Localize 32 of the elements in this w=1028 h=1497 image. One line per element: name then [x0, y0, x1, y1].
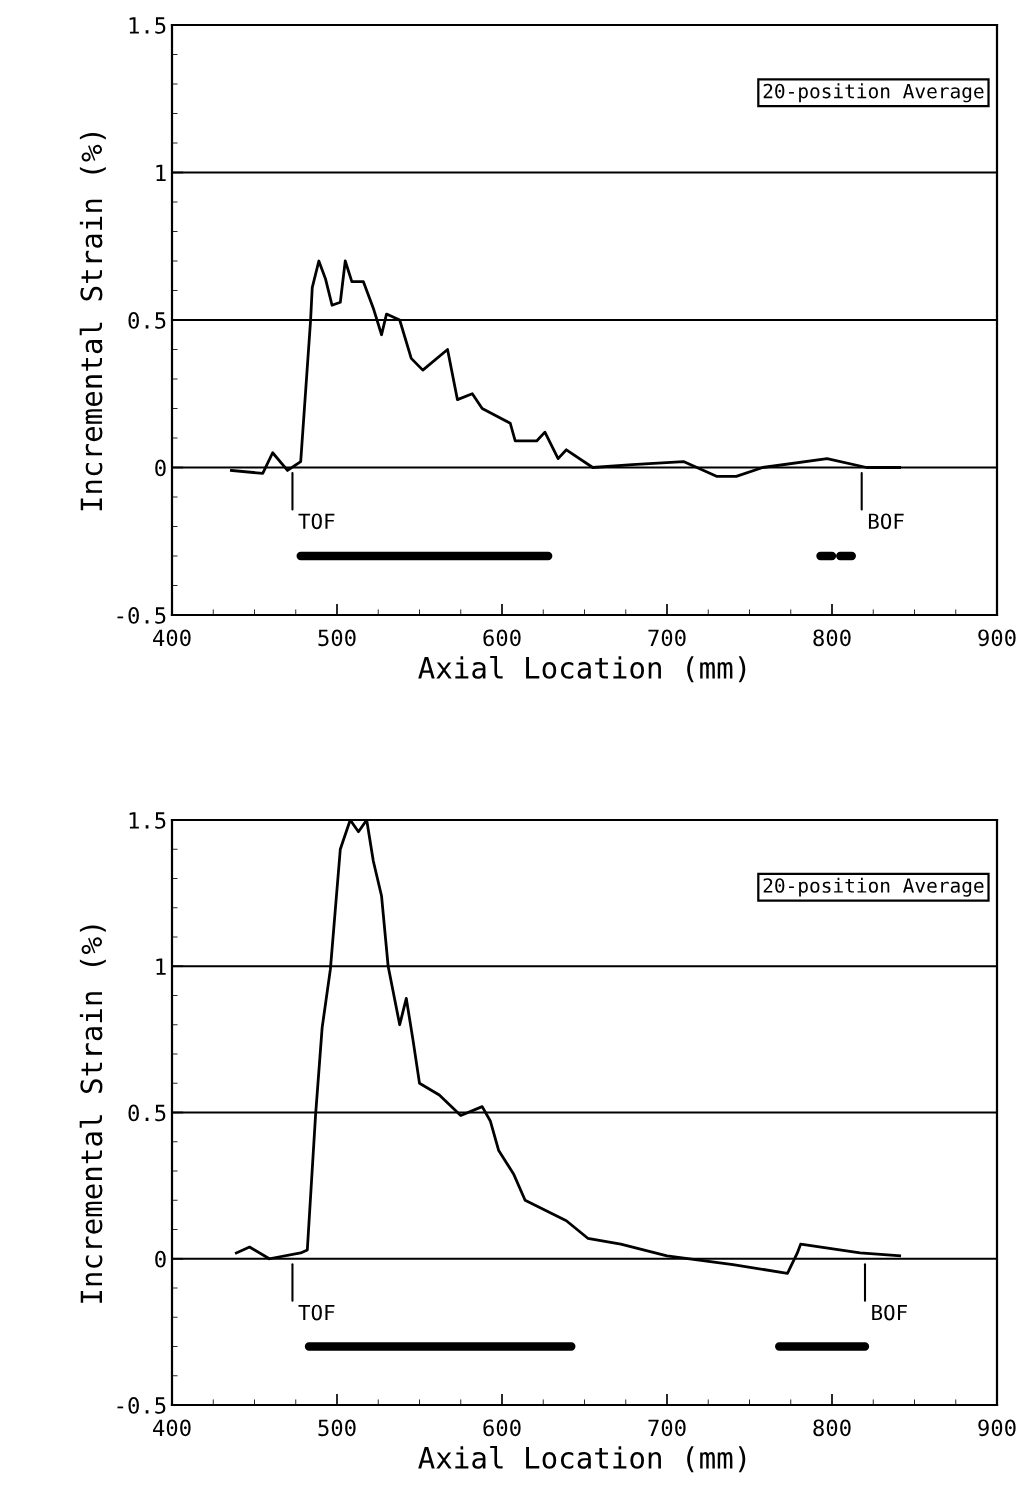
y-tick-label: 0 [155, 1250, 166, 1268]
annotation: TOF [298, 513, 335, 530]
x-tick-label: 800 [813, 629, 851, 647]
annotation: BOF [872, 1304, 907, 1321]
x-tick-label: 500 [318, 629, 356, 647]
annotation: 20-position Average [763, 877, 984, 897]
x-tick-label: 600 [483, 1419, 521, 1437]
x-tick-label: 400 [153, 629, 191, 647]
y-tick-label: 0 [155, 459, 166, 477]
x-tick-label: 500 [318, 1419, 356, 1437]
y-axis-title: Incremental Strain (%) [79, 925, 106, 1303]
annotation: BOF [868, 513, 904, 530]
y-tick-label: 1 [156, 164, 166, 181]
x-axis-title: Axial Location (mm) [418, 656, 746, 683]
y-tick-label: -0.5 [117, 1397, 166, 1414]
y-tick-label: 0.5 [128, 312, 166, 329]
x-tick-label: 600 [483, 629, 521, 647]
x-tick-label: 700 [648, 629, 686, 647]
y-axis-title: Incremental Strain (%) [79, 132, 106, 511]
x-axis-title: Axial Location (mm) [418, 1446, 746, 1473]
y-tick-label: 1.5 [129, 17, 166, 34]
annotation: TOF [298, 1304, 335, 1321]
x-tick-label: 700 [648, 1419, 686, 1437]
y-tick-label: 1 [156, 958, 166, 975]
y-tick-label: 0.5 [128, 1104, 166, 1122]
x-tick-label: 400 [153, 1419, 191, 1437]
y-tick-label: 1.5 [129, 812, 166, 829]
y-tick-label: -0.5 [117, 607, 166, 624]
x-tick-label: 900 [978, 629, 1016, 647]
x-tick-label: 800 [813, 1419, 851, 1437]
x-tick-label: 900 [978, 1419, 1016, 1437]
annotation: 20-position Average [763, 83, 984, 103]
